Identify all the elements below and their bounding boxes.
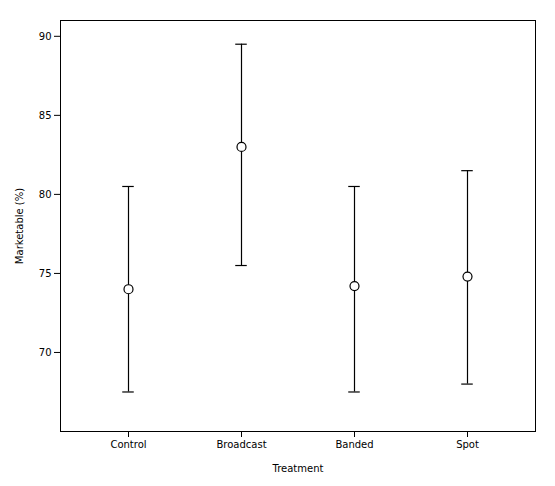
svg-text:80: 80 <box>39 189 52 200</box>
svg-text:Broadcast: Broadcast <box>216 439 266 450</box>
svg-text:Marketable (%): Marketable (%) <box>14 188 25 264</box>
svg-text:85: 85 <box>39 110 52 121</box>
svg-text:Banded: Banded <box>335 439 373 450</box>
svg-text:Treatment: Treatment <box>272 463 324 474</box>
svg-text:Control: Control <box>110 439 146 450</box>
svg-text:90: 90 <box>39 31 52 42</box>
svg-text:70: 70 <box>39 347 52 358</box>
svg-text:Spot: Spot <box>456 439 479 450</box>
svg-text:75: 75 <box>39 268 52 279</box>
